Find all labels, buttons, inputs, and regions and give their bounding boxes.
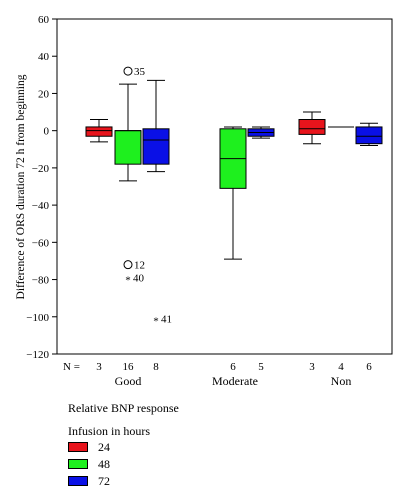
- box-moderate-48: [219, 126, 247, 260]
- legend-label-24: 24: [98, 440, 110, 454]
- n-value: 8: [153, 361, 159, 373]
- box-plot-chart: 60 40 20 0 −20 −40 −60 −80 −100 −120 Difference o…: [15, 14, 393, 388]
- y-tick-label: 20: [38, 88, 50, 100]
- outlier-label: 40: [133, 273, 145, 285]
- box-iqr: [298, 119, 326, 135]
- n-value: 3: [96, 361, 102, 373]
- legend-swatch-24: [68, 442, 88, 452]
- n-value: 6: [230, 361, 236, 373]
- n-label: N =: [63, 361, 80, 373]
- box-iqr: [114, 130, 142, 165]
- outlier-label: 41: [161, 314, 172, 326]
- outlier-label: 35: [134, 66, 146, 78]
- y-tick-label: 60: [38, 14, 50, 26]
- box-moderate-72: [247, 126, 275, 139]
- n-value: 3: [309, 361, 315, 373]
- legend-title-infusion: Infusion in hours: [68, 424, 150, 438]
- y-tick-label: −100: [26, 312, 49, 324]
- outlier-label: 12: [134, 260, 145, 272]
- outlier-circle: [123, 260, 133, 270]
- legend-label-48: 48: [98, 457, 110, 471]
- y-tick-label: −80: [32, 275, 50, 287]
- box-good-72: [142, 79, 170, 173]
- n-value: 5: [258, 361, 264, 373]
- n-value: 16: [123, 361, 135, 373]
- legend-swatch-48: [68, 459, 88, 469]
- outlier-circle: [123, 66, 133, 76]
- y-tick-label: −20: [32, 163, 50, 175]
- y-tick-label: −120: [26, 349, 49, 361]
- group-label-good: Good: [115, 374, 142, 388]
- outlier-star: *: [153, 316, 159, 328]
- box-iqr: [85, 126, 113, 137]
- box-non-72: [355, 122, 383, 147]
- y-axis-label: Difference of ORS duration 72 h from beg…: [15, 74, 27, 299]
- group-label-non: Non: [331, 374, 352, 388]
- n-value: 6: [366, 361, 372, 373]
- y-tick-label: −60: [32, 237, 50, 249]
- y-tick-label: −40: [32, 200, 50, 212]
- box-good-48: [114, 83, 142, 182]
- legend-swatch-72: [68, 476, 88, 486]
- legend-label-72: 72: [98, 474, 110, 488]
- plot-frame: [56, 18, 393, 355]
- box-non-24: [298, 111, 326, 145]
- outlier-star: *: [125, 275, 131, 287]
- group-label-moderate: Moderate: [212, 374, 258, 388]
- legend-title-response: Relative BNP response: [68, 401, 179, 415]
- box-good-24: [85, 119, 113, 143]
- y-tick-label: 0: [44, 126, 50, 138]
- y-tick-label: 40: [38, 51, 50, 63]
- n-value: 4: [338, 361, 344, 373]
- box-iqr: [142, 128, 170, 165]
- box-iqr: [355, 126, 383, 145]
